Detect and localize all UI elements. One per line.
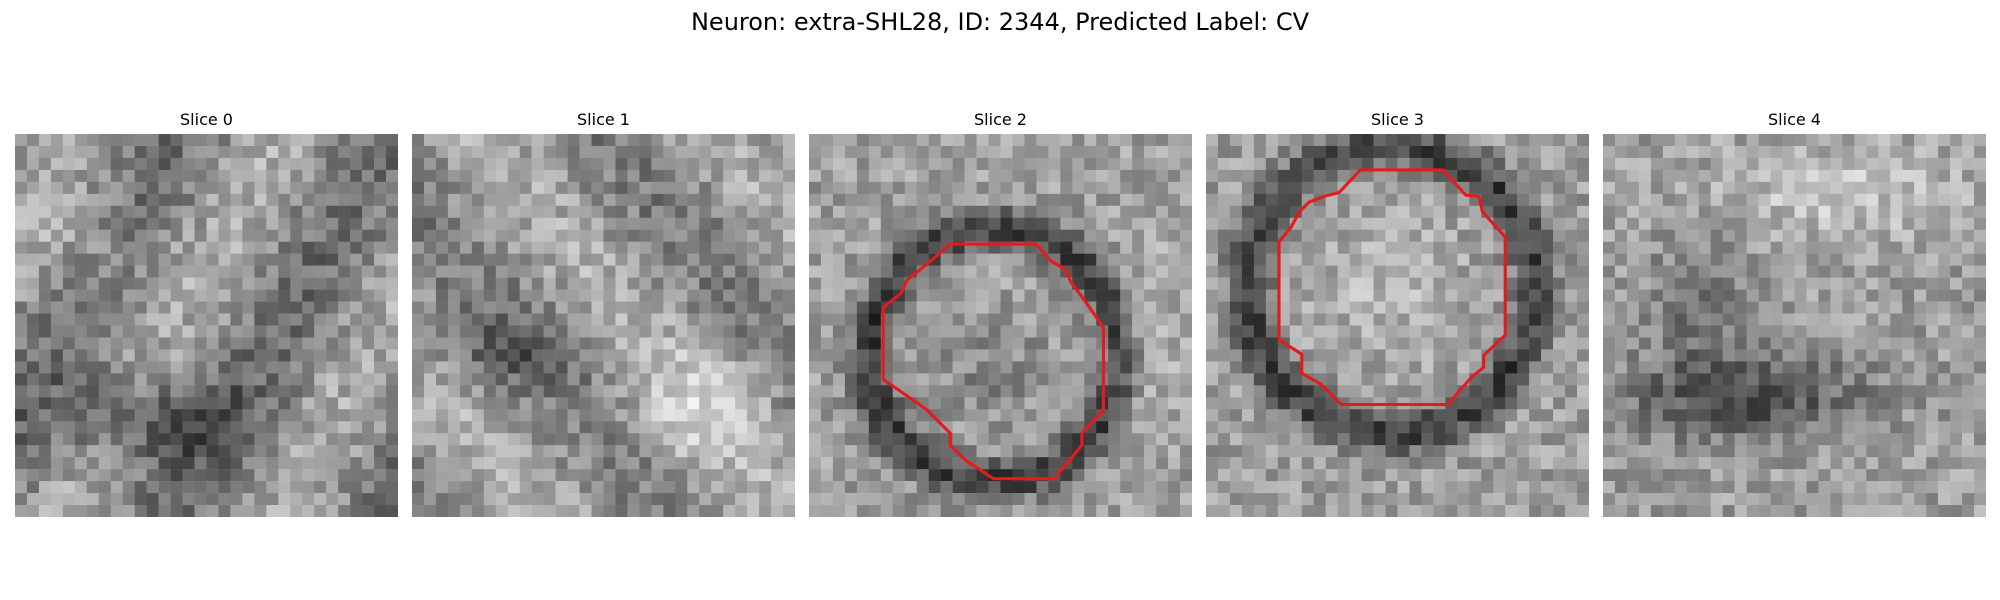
slice-title: Slice 1	[577, 110, 630, 129]
segmentation-contour	[881, 242, 1105, 481]
slice-panel-0: Slice 0	[15, 110, 398, 520]
slice-image-3	[1206, 134, 1589, 517]
slice-title: Slice 3	[1371, 110, 1424, 129]
slice-title: Slice 4	[1768, 110, 1821, 129]
slice-panel-2: Slice 2	[809, 110, 1192, 520]
slice-title: Slice 0	[180, 110, 233, 129]
slice-panel-4: Slice 4	[1603, 110, 1986, 520]
figure-title: Neuron: extra-SHL28, ID: 2344, Predicted…	[690, 8, 1310, 36]
slice-panel-3: Slice 3	[1206, 110, 1589, 520]
slice-title: Slice 2	[974, 110, 1027, 129]
slice-image-0	[15, 134, 398, 517]
segmentation-contour	[1277, 168, 1507, 407]
slice-image-4	[1603, 134, 1986, 517]
slice-image-1	[412, 134, 795, 517]
slice-panel-1: Slice 1	[412, 110, 795, 520]
slice-image-2	[809, 134, 1192, 517]
